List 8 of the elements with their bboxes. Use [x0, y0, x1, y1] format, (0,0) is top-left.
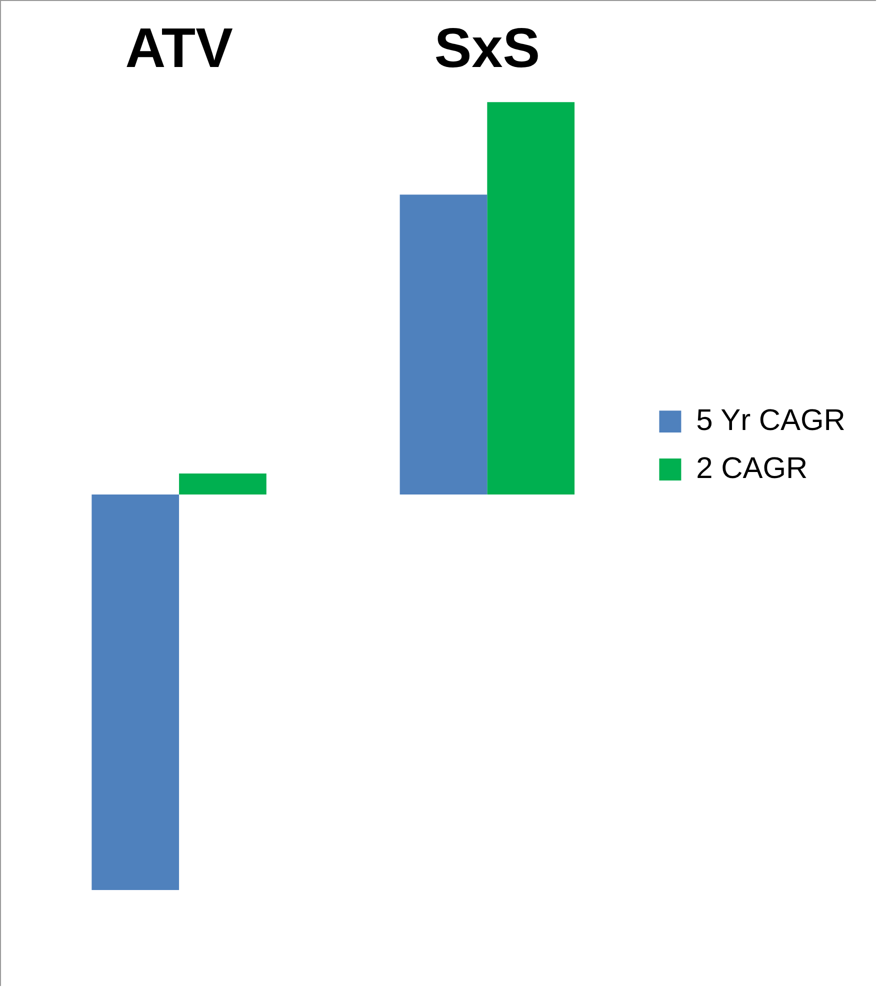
bar [92, 494, 180, 890]
legend-label: 5 Yr CAGR [696, 404, 846, 437]
x-tick-label: SxS [434, 16, 540, 79]
legend-label: 2 CAGR [696, 452, 808, 485]
bar [179, 474, 266, 494]
bar [400, 194, 488, 494]
bar [487, 102, 575, 494]
x-tick-label: ATV [125, 16, 233, 79]
